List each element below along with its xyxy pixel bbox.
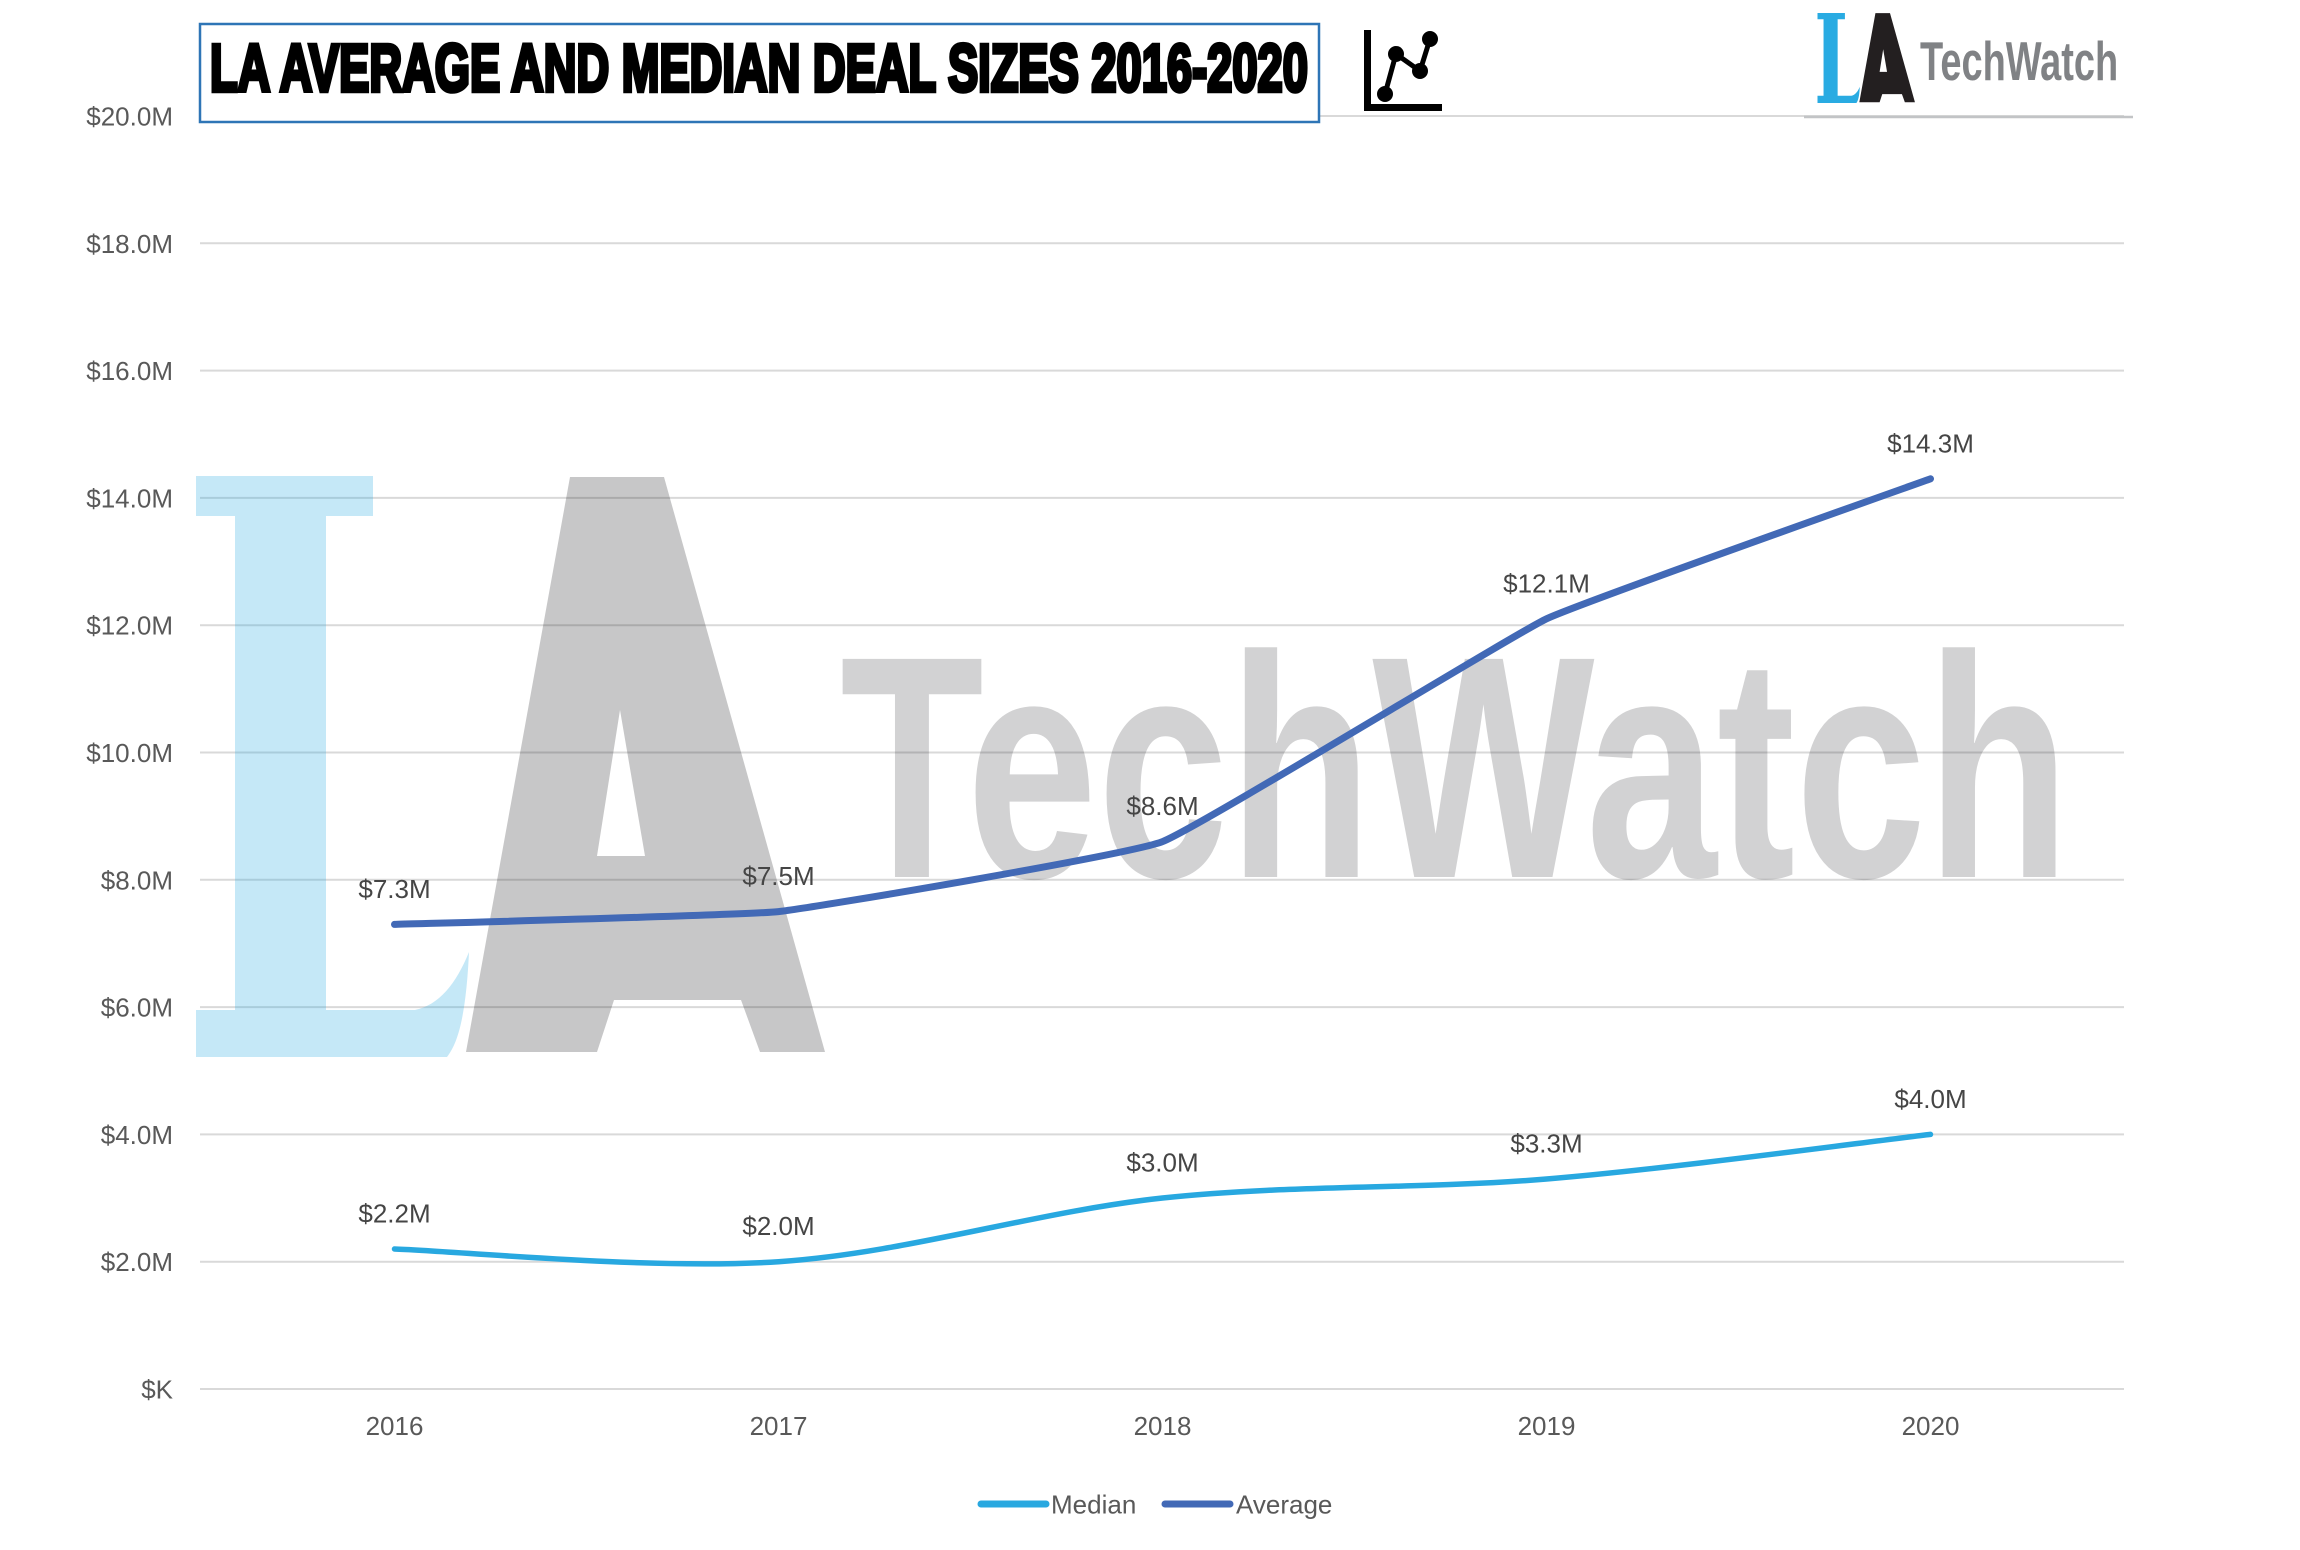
svg-text:$7.3M: $7.3M	[358, 874, 430, 904]
svg-text:$2.2M: $2.2M	[358, 1199, 430, 1229]
svg-text:LA AVERAGE AND MEDIAN DEAL SIZ: LA AVERAGE AND MEDIAN DEAL SIZES 2016-20…	[210, 31, 1308, 106]
svg-text:$3.3M: $3.3M	[1510, 1129, 1582, 1159]
svg-text:2018: 2018	[1134, 1411, 1192, 1441]
svg-text:$12.1M: $12.1M	[1503, 568, 1590, 598]
svg-text:$K: $K	[141, 1375, 173, 1405]
svg-text:2017: 2017	[750, 1411, 808, 1441]
svg-text:TechWatch: TechWatch	[1920, 31, 2118, 93]
svg-text:TechWatch: TechWatch	[840, 591, 2070, 945]
svg-text:$4.0M: $4.0M	[1894, 1084, 1966, 1114]
svg-text:$4.0M: $4.0M	[101, 1120, 173, 1150]
svg-text:$6.0M: $6.0M	[101, 993, 173, 1023]
svg-text:$12.0M: $12.0M	[86, 611, 173, 641]
svg-text:$8.0M: $8.0M	[101, 865, 173, 895]
svg-text:$10.0M: $10.0M	[86, 738, 173, 768]
svg-text:$8.6M: $8.6M	[1126, 791, 1198, 821]
svg-text:$14.0M: $14.0M	[86, 483, 173, 513]
svg-text:$16.0M: $16.0M	[86, 356, 173, 386]
svg-text:$20.0M: $20.0M	[86, 102, 173, 132]
svg-text:2019: 2019	[1518, 1411, 1576, 1441]
svg-text:Average: Average	[1236, 1490, 1332, 1520]
svg-text:$2.0M: $2.0M	[101, 1247, 173, 1277]
svg-text:$18.0M: $18.0M	[86, 229, 173, 259]
svg-text:2016: 2016	[366, 1411, 424, 1441]
svg-text:$7.5M: $7.5M	[742, 861, 814, 891]
svg-text:$2.0M: $2.0M	[742, 1211, 814, 1241]
svg-text:2020: 2020	[1902, 1411, 1960, 1441]
svg-text:Median: Median	[1051, 1490, 1136, 1520]
svg-text:$14.3M: $14.3M	[1887, 428, 1974, 458]
svg-text:$3.0M: $3.0M	[1126, 1148, 1198, 1178]
